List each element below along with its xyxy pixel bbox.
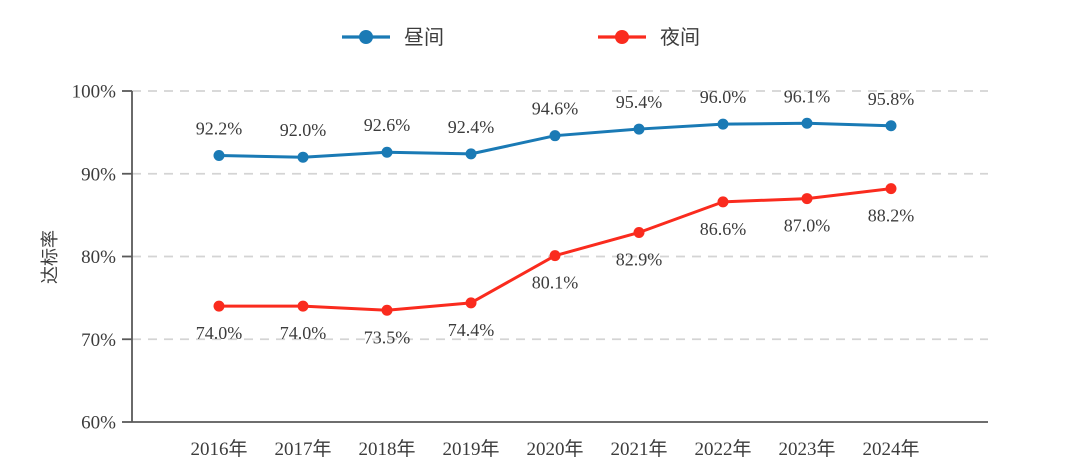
data-point bbox=[633, 227, 645, 239]
y-tick-label-100%: 100% bbox=[72, 82, 117, 103]
data-point bbox=[213, 150, 225, 162]
x-tick-label-2022年: 2022年 bbox=[694, 438, 751, 460]
data-label: 73.5% bbox=[364, 327, 411, 347]
data-point bbox=[381, 146, 393, 158]
x-tick-labels: 2016年 2017年 2018年 2019年 2020年 2021年 2022年 2023年… bbox=[190, 438, 919, 460]
data-point bbox=[717, 118, 729, 130]
data-point bbox=[297, 300, 309, 312]
data-point bbox=[549, 130, 561, 142]
data-label: 94.6% bbox=[532, 99, 579, 119]
legend-item-night: 夜间 bbox=[598, 26, 700, 49]
data-label: 74.0% bbox=[280, 323, 327, 343]
data-label: 86.6% bbox=[700, 219, 747, 239]
y-tick-label-80%: 80% bbox=[81, 247, 116, 268]
data-point bbox=[801, 193, 813, 205]
data-label: 74.0% bbox=[196, 323, 243, 343]
data-label: 92.4% bbox=[448, 117, 495, 137]
data-label: 95.4% bbox=[616, 92, 663, 112]
data-label: 87.0% bbox=[784, 216, 831, 236]
series-night: 74.0% 74.0% 73.5% 74.4% 80.1% 82.9% 86.6% 87.0%… bbox=[196, 183, 915, 347]
data-point bbox=[465, 148, 477, 160]
data-point bbox=[297, 151, 309, 163]
data-label: 95.8% bbox=[868, 89, 915, 109]
x-tick-label-2018年: 2018年 bbox=[358, 438, 415, 460]
data-label: 92.0% bbox=[280, 120, 327, 140]
legend-dot-marker bbox=[359, 30, 373, 44]
y-tick-labels: 100% 90% 80% 70% 60% bbox=[72, 82, 117, 434]
series-daytime: 92.2% 92.0% 92.6% 92.4% 94.6% 95.4% 96.0% 96.1%… bbox=[196, 86, 915, 163]
legend-item-daytime: 昼间 bbox=[342, 26, 444, 49]
legend: 昼间 夜间 bbox=[342, 26, 700, 49]
x-tick-label-2020年: 2020年 bbox=[526, 438, 583, 460]
x-tick-label-2019年: 2019年 bbox=[442, 438, 499, 460]
data-label: 96.1% bbox=[784, 86, 831, 106]
data-point bbox=[717, 196, 729, 208]
data-label: 80.1% bbox=[532, 273, 579, 293]
data-label: 82.9% bbox=[616, 250, 663, 270]
x-tick-label-2021年: 2021年 bbox=[610, 438, 667, 460]
legend-label: 夜间 bbox=[660, 26, 700, 49]
x-tick-label-2017年: 2017年 bbox=[274, 438, 331, 460]
data-point bbox=[549, 250, 561, 262]
legend-dot-marker bbox=[615, 30, 629, 44]
data-label: 88.2% bbox=[868, 206, 915, 226]
y-tick-label-70%: 70% bbox=[81, 330, 116, 351]
gridlines bbox=[132, 90, 988, 341]
data-point bbox=[465, 297, 477, 309]
y-tick-label-60%: 60% bbox=[81, 413, 116, 434]
data-label: 92.2% bbox=[196, 119, 243, 139]
legend-label: 昼间 bbox=[404, 26, 444, 49]
x-tick-label-2024年: 2024年 bbox=[862, 438, 919, 460]
data-point bbox=[633, 123, 645, 135]
data-point bbox=[381, 304, 393, 316]
y-tick-label-90%: 90% bbox=[81, 164, 116, 185]
data-label: 92.6% bbox=[364, 115, 411, 135]
data-point bbox=[801, 117, 813, 129]
data-label: 96.0% bbox=[700, 87, 747, 107]
axes bbox=[122, 90, 988, 423]
data-point bbox=[885, 183, 897, 195]
data-point bbox=[213, 300, 225, 312]
data-point bbox=[885, 120, 897, 132]
y-axis-title: 达标率 bbox=[40, 230, 60, 284]
data-label: 74.4% bbox=[448, 320, 495, 340]
x-tick-label-2016年: 2016年 bbox=[190, 438, 247, 460]
x-tick-label-2023年: 2023年 bbox=[778, 438, 835, 460]
